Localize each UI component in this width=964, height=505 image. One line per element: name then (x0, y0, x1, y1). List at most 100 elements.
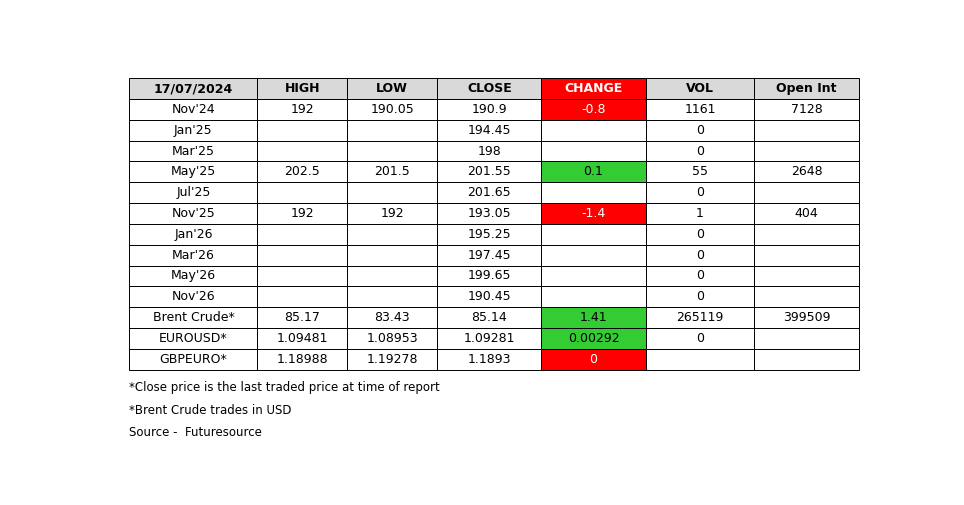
Text: 404: 404 (794, 207, 818, 220)
Bar (347, 182, 438, 203)
Text: May'26: May'26 (171, 270, 216, 282)
Text: 192: 192 (290, 207, 314, 220)
Text: 0: 0 (696, 290, 704, 304)
Bar (257, 266, 347, 286)
Text: 197.45: 197.45 (468, 248, 511, 262)
Bar (646, 78, 755, 99)
Text: 83.43: 83.43 (374, 311, 410, 324)
Text: 1.09481: 1.09481 (277, 332, 328, 345)
Text: LOW: LOW (376, 82, 408, 95)
Bar (438, 224, 542, 245)
Text: 1: 1 (696, 207, 704, 220)
Text: 190.45: 190.45 (468, 290, 511, 304)
Bar (438, 245, 542, 266)
Bar (755, 328, 859, 349)
Text: Mar'26: Mar'26 (172, 248, 215, 262)
Text: 1.08953: 1.08953 (366, 332, 418, 345)
Bar (257, 99, 347, 120)
Text: Nov'25: Nov'25 (172, 207, 215, 220)
Text: -0.8: -0.8 (581, 103, 605, 116)
Bar (347, 328, 438, 349)
Bar (347, 266, 438, 286)
Text: 201.65: 201.65 (468, 186, 511, 199)
Text: 190.9: 190.9 (471, 103, 507, 116)
Text: Jan'26: Jan'26 (174, 228, 213, 241)
Bar (755, 286, 859, 307)
Text: 265119: 265119 (677, 311, 724, 324)
Text: 190.05: 190.05 (370, 103, 415, 116)
Bar (646, 266, 755, 286)
Text: Nov'26: Nov'26 (172, 290, 215, 304)
Bar (755, 203, 859, 224)
Bar (755, 182, 859, 203)
Text: 1.18988: 1.18988 (277, 353, 328, 366)
Bar (257, 328, 347, 349)
Bar (347, 99, 438, 120)
Bar (438, 162, 542, 182)
Text: CLOSE: CLOSE (467, 82, 512, 95)
Text: 195.25: 195.25 (468, 228, 511, 241)
Bar (646, 224, 755, 245)
Text: -1.4: -1.4 (581, 207, 605, 220)
Text: 0: 0 (696, 270, 704, 282)
Bar (129, 182, 257, 203)
Bar (129, 203, 257, 224)
Bar (257, 349, 347, 370)
Bar (438, 286, 542, 307)
Text: Jan'25: Jan'25 (174, 124, 213, 137)
Text: 192: 192 (381, 207, 404, 220)
Bar (646, 245, 755, 266)
Text: 202.5: 202.5 (284, 165, 320, 178)
Text: Open Int: Open Int (776, 82, 837, 95)
Text: 1161: 1161 (684, 103, 715, 116)
Bar (347, 245, 438, 266)
Text: VOL: VOL (686, 82, 714, 95)
Bar (755, 78, 859, 99)
Bar (438, 99, 542, 120)
Bar (257, 224, 347, 245)
Text: 0.1: 0.1 (583, 165, 603, 178)
Text: 0: 0 (589, 353, 598, 366)
Bar (438, 182, 542, 203)
Bar (129, 162, 257, 182)
Bar (129, 78, 257, 99)
Bar (542, 224, 646, 245)
Text: 17/07/2024: 17/07/2024 (154, 82, 233, 95)
Bar (438, 266, 542, 286)
Bar (257, 140, 347, 162)
Bar (129, 245, 257, 266)
Bar (257, 120, 347, 140)
Bar (646, 140, 755, 162)
Text: 399509: 399509 (783, 311, 830, 324)
Bar (347, 203, 438, 224)
Bar (129, 140, 257, 162)
Bar (438, 140, 542, 162)
Bar (542, 286, 646, 307)
Bar (542, 78, 646, 99)
Text: 7128: 7128 (790, 103, 822, 116)
Text: 192: 192 (290, 103, 314, 116)
Bar (257, 245, 347, 266)
Bar (438, 120, 542, 140)
Text: 1.1893: 1.1893 (468, 353, 511, 366)
Bar (646, 203, 755, 224)
Text: 1.09281: 1.09281 (464, 332, 515, 345)
Text: 193.05: 193.05 (468, 207, 511, 220)
Text: *Close price is the last traded price at time of report: *Close price is the last traded price at… (129, 381, 441, 394)
Text: 0.00292: 0.00292 (568, 332, 619, 345)
Bar (542, 99, 646, 120)
Text: Nov'24: Nov'24 (172, 103, 215, 116)
Bar (755, 224, 859, 245)
Text: 194.45: 194.45 (468, 124, 511, 137)
Bar (646, 99, 755, 120)
Bar (755, 140, 859, 162)
Bar (755, 266, 859, 286)
Bar (646, 307, 755, 328)
Bar (646, 182, 755, 203)
Text: 55: 55 (692, 165, 708, 178)
Text: 85.17: 85.17 (284, 311, 320, 324)
Text: 2648: 2648 (790, 165, 822, 178)
Text: CHANGE: CHANGE (564, 82, 623, 95)
Bar (542, 203, 646, 224)
Bar (347, 78, 438, 99)
